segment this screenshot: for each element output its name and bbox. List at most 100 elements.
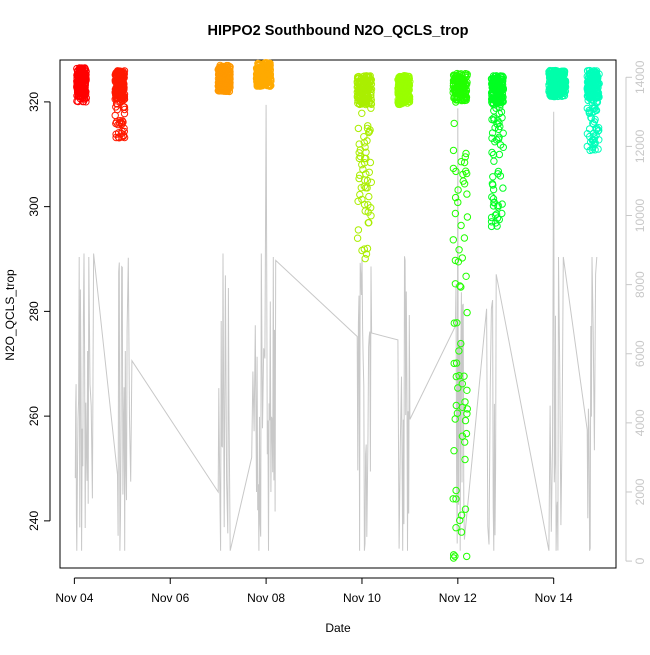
data-point [461,92,469,101]
data-point [263,81,272,90]
data-point [499,184,507,192]
data-point [489,72,498,80]
x-tick-label: Nov 04 [55,591,93,605]
data-point [585,78,594,86]
data-point [499,143,507,152]
data-point [493,136,501,144]
data-point [590,93,598,102]
data-point [593,98,602,106]
data-point [449,164,458,173]
data-point [119,86,128,94]
data-point [552,87,560,95]
data-point [367,178,375,187]
data-point [450,119,458,128]
data-point [493,222,501,230]
data-point [494,203,502,211]
data-point [397,99,406,108]
data-point [355,87,363,96]
data-point [118,127,126,135]
x-tick-label: Nov 12 [439,591,477,605]
data-point [461,416,470,425]
data-point [119,132,128,141]
data-point [355,72,363,81]
data-point [458,432,467,440]
data-point [589,119,597,128]
data-point [116,117,124,125]
data-point [120,103,129,111]
data-point [595,136,603,144]
data-point [461,88,470,97]
data-point [454,198,462,207]
data-point [557,77,565,85]
data-point [355,174,363,183]
data-point [454,186,462,194]
data-point [546,78,554,86]
data-point [545,88,553,96]
n2o-points-layer [73,59,603,562]
data-point [74,92,82,100]
data-point [463,213,472,221]
data-point [458,254,466,262]
plot-frame [59,59,617,569]
data-point [498,209,506,218]
data-point [588,146,596,154]
data-point [496,172,505,180]
data-point [490,116,498,124]
data-point [355,149,363,157]
data-point [458,380,466,388]
data-point [112,118,121,126]
data-point [118,81,127,90]
series-flight-1 [73,64,91,106]
y-axis-label: N2O_QCLS_trop [3,269,17,361]
series-flight-2 [111,67,129,142]
data-point [590,132,598,140]
data-point [559,85,567,93]
x-axis: Nov 04 Nov 06 Nov 08 Nov 10 Nov 12 Nov 14 [55,577,573,605]
data-point [451,415,459,423]
data-point [364,122,372,130]
y-tick-label: 300 [27,196,41,216]
data-point [450,76,458,85]
series-flight-4 [252,59,275,90]
data-point [120,127,129,136]
data-point [460,158,469,167]
data-point [216,71,225,80]
data-point [364,219,372,227]
data-point [360,139,368,147]
data-point [457,221,465,230]
data-point [450,359,458,368]
chart-title: HIPPO2 Southbound N2O_QCLS_trop [207,23,468,39]
data-point [75,81,84,90]
data-point [452,486,460,495]
x-tick-label: Nov 10 [343,591,381,605]
data-point [489,185,498,194]
data-point [360,133,368,141]
data-point [463,410,471,418]
data-point [583,104,591,113]
data-point [267,75,275,84]
data-point [361,154,369,163]
data-point [587,87,596,95]
series-flight-10 [583,66,603,155]
data-point [498,114,506,122]
data-point [457,339,465,348]
data-point [404,90,412,98]
data-point [118,87,127,95]
y-axis: 240 260 280 300 320 [27,92,51,531]
data-point [363,244,372,253]
data-point [584,96,592,105]
data-point [253,66,261,74]
altitude-line [74,104,598,551]
data-point [449,554,458,562]
data-point [589,104,597,113]
data-point [461,505,470,513]
data-point [463,190,471,198]
data-point [463,552,471,561]
data-point [490,157,498,165]
data-point [453,319,461,327]
data-point [460,372,468,380]
data-point [111,111,119,120]
data-point [583,130,592,138]
data-point [455,347,463,355]
data-point [354,197,362,206]
